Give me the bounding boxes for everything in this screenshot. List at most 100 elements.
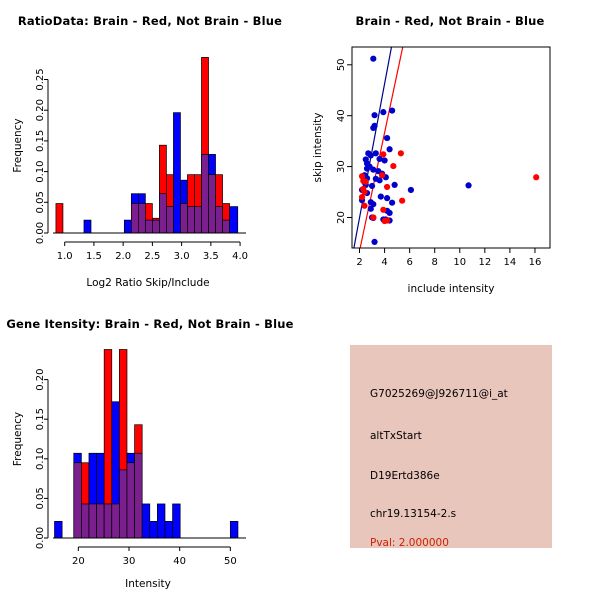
regression-line-not-brain-fit <box>353 47 392 248</box>
hist-bar-overlap <box>208 174 216 234</box>
hist-bar-overlap <box>73 462 82 539</box>
hist-bar-overlap <box>180 203 188 234</box>
x-tick-label: 8 <box>432 257 438 268</box>
x-tick-label: 16 <box>529 257 542 268</box>
x-tick-label: 12 <box>478 257 491 268</box>
x-tick-label: 40 <box>173 556 186 567</box>
hist-bar-overlap <box>96 503 105 539</box>
hist-bar-overlap <box>159 193 167 234</box>
y-tick-label: 0.00 <box>35 222 46 244</box>
y-axis-title: Frequency <box>12 118 24 172</box>
x-tick-label: 2.5 <box>144 251 160 262</box>
scatter-point <box>380 109 387 116</box>
scatter-y-axis: 20 30 40 50 <box>336 58 352 224</box>
ratio-histogram-title: RatioData: Brain - Red, Not Brain - Blue <box>17 14 283 28</box>
scatter-series-brain---red <box>358 150 540 225</box>
y-tick-label: 0.20 <box>35 99 46 121</box>
hist-bar-overlap <box>187 206 195 234</box>
scatter-point <box>371 112 378 119</box>
scatter-point <box>383 195 391 202</box>
info-locus: chr19.13154-2.s <box>370 508 457 520</box>
hist-bar <box>123 219 132 234</box>
hist-bar-overlap <box>222 219 230 234</box>
intensity-histogram-title: Gene Itensity: Brain - Red, Not Brain - … <box>6 317 294 331</box>
intensity-histogram-plot: 0.00 0.05 0.10 0.15 0.20 Frequency 20 30 40 50 Int… <box>12 349 246 590</box>
panel-ratio-histogram: RatioData: Brain - Red, Not Brain - Blue… <box>0 0 300 300</box>
hist-bar-overlap <box>145 219 153 234</box>
scatter-point <box>386 209 393 216</box>
hist-bar-overlap <box>215 206 223 234</box>
y-tick-label: 30 <box>336 160 347 173</box>
scatter-point <box>372 150 379 157</box>
scatter-point <box>380 206 387 213</box>
y-tick-label: 50 <box>336 58 347 71</box>
scatter-point <box>389 107 396 114</box>
ratio-hist-bars <box>55 57 239 234</box>
hist-bar-overlap <box>166 206 174 234</box>
hist-bar <box>149 521 158 539</box>
hist-bar <box>83 219 92 234</box>
hist-bar-overlap <box>138 203 146 234</box>
scatter-point <box>370 214 377 221</box>
y-tick-label: 0.10 <box>35 448 46 470</box>
hist-bar <box>164 521 173 539</box>
x-tick-label: 1.0 <box>57 251 73 262</box>
info-gene-symbol: D19Ertd386e <box>370 470 440 482</box>
info-panel-background <box>350 345 552 548</box>
hist-bar <box>229 521 239 539</box>
hist-bar-overlap <box>201 154 209 234</box>
hist-bar-overlap <box>130 203 139 234</box>
gene-info-panel: G7025269@J926711@i_at altTxStart D19Ertd… <box>350 345 552 549</box>
x-tick-label: 4.0 <box>232 251 248 262</box>
info-pval: Pval: 2.000000 <box>370 537 449 549</box>
hist-bar <box>54 521 63 539</box>
hist-bar <box>173 112 181 234</box>
x-tick-label: 50 <box>224 556 237 567</box>
scatter-point <box>380 151 387 158</box>
scatter-point <box>390 162 397 170</box>
info-probe-id: G7025269@J926711@i_at <box>370 388 508 400</box>
scatter-point <box>367 205 374 212</box>
x-axis-title: Log2 Ratio Skip/Include <box>86 277 209 289</box>
hist-bar-overlap <box>152 219 160 234</box>
scatter-point <box>389 199 396 206</box>
scatter-point <box>371 122 378 129</box>
info-event-type: altTxStart <box>370 430 422 442</box>
x-tick-label: 14 <box>504 257 517 268</box>
hist-bar-overlap <box>134 452 143 539</box>
regression-line-brain-fit <box>359 47 404 248</box>
hist-bar <box>55 203 64 234</box>
x-tick-label: 2 <box>356 257 362 268</box>
panel-scatter: Brain - Red, Not Brain - Blue 20 30 40 50 sk… <box>300 0 600 300</box>
y-tick-label: 0.20 <box>35 368 46 390</box>
scatter-point <box>358 194 366 201</box>
scatter-point <box>376 155 383 163</box>
x-axis-title: include intensity <box>408 283 495 295</box>
scatter-frame <box>351 46 551 249</box>
scatter-point <box>386 146 393 153</box>
scatter-point <box>361 202 368 209</box>
scatter-point <box>370 55 377 62</box>
hist-bar <box>172 503 181 539</box>
y-tick-label: 0.00 <box>35 527 46 549</box>
y-tick-label: 20 <box>336 211 347 224</box>
hist-bar-overlap <box>111 503 120 539</box>
x-tick-label: 4 <box>381 257 387 268</box>
y-tick-label: 0.25 <box>35 68 46 90</box>
scatter-content <box>353 47 540 248</box>
hist-bar <box>157 503 166 539</box>
scatter-point <box>399 197 406 204</box>
scatter-point <box>368 182 376 190</box>
x-tick-label: 2.0 <box>115 251 131 262</box>
scatter-point <box>370 201 377 208</box>
panel-intensity-histogram: Gene Itensity: Brain - Red, Not Brain - … <box>0 300 300 600</box>
y-axis-title: Frequency <box>12 412 24 466</box>
intensity-hist-y-axis: 0.00 0.05 0.10 0.15 0.20 <box>35 368 49 549</box>
scatter-point <box>407 186 414 194</box>
intensity-hist-bars <box>54 349 239 539</box>
hist-bar-overlap <box>103 503 113 539</box>
scatter-point <box>378 172 386 179</box>
y-axis-title: skip intensity <box>312 113 324 183</box>
scatter-point <box>362 178 369 185</box>
